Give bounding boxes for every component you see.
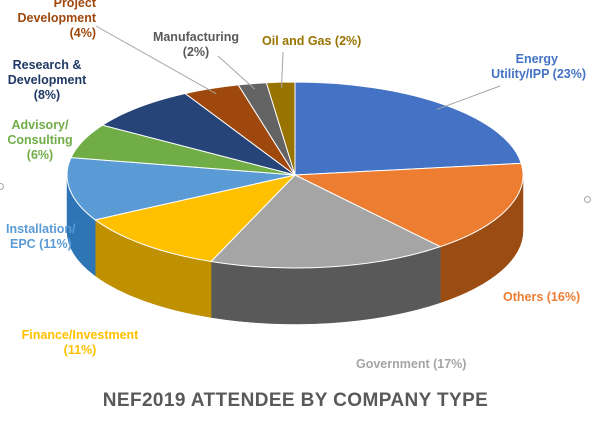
chart-title: NEF2019 ATTENDEE BY COMPANY TYPE bbox=[102, 390, 489, 411]
leader-line-oil-and-gas bbox=[281, 51, 284, 88]
slice-label-project-development: Project Development (4%) bbox=[17, 0, 97, 40]
slice-research-development[interactable] bbox=[101, 92, 296, 176]
leader-line-energy-utility-ipp bbox=[436, 85, 501, 110]
slice-government[interactable] bbox=[210, 174, 442, 269]
slice-label-installation-epc: Installation/ EPC (11%) bbox=[6, 222, 76, 251]
leader-line-manufacturing bbox=[217, 55, 256, 90]
slice-label-finance-investment: Finance/Investment (11%) bbox=[21, 328, 139, 357]
slice-finance-investment[interactable] bbox=[94, 174, 297, 263]
slice-label-oil-and-gas: Oil and Gas (2%) bbox=[262, 34, 362, 48]
resize-handle-left[interactable] bbox=[0, 183, 4, 190]
slice-label-research-development: Research & Development (8%) bbox=[7, 58, 87, 102]
slice-others[interactable] bbox=[293, 162, 524, 248]
slice-energy-utility-ipp[interactable] bbox=[294, 81, 522, 176]
slice-label-government: Government (17%) bbox=[356, 357, 467, 371]
slice-label-energy-utility: Energy Utility/IPP (23%) bbox=[491, 52, 586, 81]
slice-installation-epc[interactable] bbox=[66, 157, 296, 221]
slice-label-manufacturing: Manufacturing (2%) bbox=[152, 30, 240, 59]
slice-label-advisory-consulting: Advisory/ Consulting (6%) bbox=[7, 118, 73, 162]
slice-oil-and-gas[interactable] bbox=[265, 81, 296, 176]
resize-handle-right[interactable] bbox=[584, 196, 591, 203]
slice-label-others: Others (16%) bbox=[503, 290, 581, 304]
leader-line-project-development bbox=[95, 25, 217, 95]
